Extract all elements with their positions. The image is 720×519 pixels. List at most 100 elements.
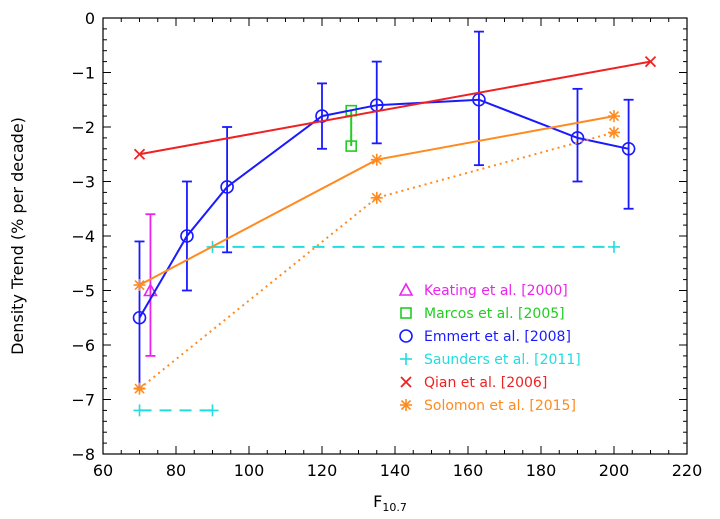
x-tick-label: 100 <box>234 461 265 480</box>
y-tick-label: −3 <box>71 173 95 192</box>
data-point <box>608 240 620 253</box>
asterisk-marker-d2 <box>608 111 620 122</box>
legend-marker <box>398 282 414 296</box>
data-point <box>133 279 146 292</box>
x-tick-label: 160 <box>453 461 484 480</box>
legend-label-name: Emmert et al. <box>424 329 524 345</box>
legend-label-ref: [2005] <box>518 306 565 322</box>
series-triangle-0 <box>143 213 158 357</box>
y-tick-label: −4 <box>71 227 95 246</box>
y-tick-label: −8 <box>71 445 95 464</box>
legend-label: Keating et al. [2000] <box>424 283 568 299</box>
circle-marker-shape <box>472 92 486 107</box>
series-square-1 <box>345 104 358 152</box>
legend-label-ref: [2011] <box>534 352 581 368</box>
legend-marker <box>400 399 412 411</box>
data-point <box>370 191 383 204</box>
y-tick-label: 0 <box>85 9 95 28</box>
legend-label: Emmert et al. [2008] <box>424 329 571 345</box>
asterisk-marker-d2 <box>371 192 382 203</box>
data-point <box>220 180 234 194</box>
data-point <box>133 404 146 417</box>
x-axis-title-subscript: 10.7 <box>382 501 407 514</box>
legend-marker <box>400 353 412 365</box>
series-line <box>138 98 629 319</box>
circle-marker-shape <box>220 180 234 194</box>
data-point <box>608 110 620 123</box>
asterisk-marker-d2 <box>608 127 620 138</box>
x-tick-label: 140 <box>380 461 411 480</box>
x-tick-label: 120 <box>307 461 338 480</box>
y-tick-label: −2 <box>71 118 95 137</box>
x-axis-title: F10.7 <box>373 492 407 514</box>
asterisk-marker-d2 <box>134 279 145 291</box>
data-point <box>621 142 636 156</box>
data-point <box>133 382 146 395</box>
x-tick-label: 200 <box>599 461 630 480</box>
legend-label-name: Saunders et al. <box>424 352 534 368</box>
data-point <box>644 55 657 68</box>
circle-marker-shape <box>180 229 194 243</box>
circle-marker-shape <box>621 142 636 156</box>
series-layer <box>132 30 657 417</box>
triangle-marker-shape <box>398 282 414 296</box>
asterisk-marker-d2 <box>371 154 382 165</box>
circle-marker-shape <box>132 310 147 325</box>
legend-label-ref: [2006] <box>501 375 548 391</box>
legend-label-name: Solomon et al. <box>424 398 529 414</box>
data-point <box>608 126 620 139</box>
series-x-4 <box>133 55 657 160</box>
legend-label: Solomon et al. [2015] <box>424 398 576 414</box>
triangle-marker-shape <box>143 282 158 297</box>
data-point <box>132 310 147 325</box>
series-asterisk-5 <box>133 110 620 292</box>
series-line <box>139 60 651 156</box>
legend-label: Qian et al. [2006] <box>424 375 547 391</box>
legend-label-name: Keating et al. <box>424 283 521 299</box>
legend-label: Marcos et al. [2005] <box>424 306 565 322</box>
data-point <box>370 153 383 166</box>
asterisk-marker-d2 <box>134 383 145 394</box>
series-line <box>138 131 615 390</box>
circle-marker-shape <box>570 131 585 145</box>
legend-marker <box>400 376 412 388</box>
data-point <box>133 148 146 160</box>
x-tick-label: 60 <box>93 461 113 480</box>
legend-label-name: Marcos et al. <box>424 306 518 322</box>
circle-marker-shape <box>399 329 413 343</box>
square-marker-shape <box>400 307 412 319</box>
legend-marker <box>400 307 412 319</box>
series-circle-2 <box>132 30 636 390</box>
series-asterisk-6 <box>133 126 620 395</box>
data-point <box>472 92 486 107</box>
plot-frame <box>102 17 688 455</box>
x-marker-b <box>644 55 657 68</box>
y-tick-label: −1 <box>71 64 95 83</box>
asterisk-marker-d2 <box>400 399 412 411</box>
y-axis-title: Density Trend (% per decade) <box>8 117 27 355</box>
legend-item: Qian et al. [2006] <box>400 375 547 391</box>
legend-label-ref: [2008] <box>524 329 571 345</box>
legend-label-ref: [2015] <box>529 398 576 414</box>
y-tick-label: −6 <box>71 336 95 355</box>
x-marker-b <box>400 376 412 388</box>
axis-ticks: 60 80 100 120 140 160 180 200 220 0 −1 −2 −3 −4 −5 −6 −7… <box>71 9 702 480</box>
square-marker-shape <box>345 140 358 152</box>
data-point <box>180 229 194 243</box>
x-axis-title-main: F <box>373 492 382 511</box>
x-tick-label: 180 <box>526 461 557 480</box>
data-point <box>206 404 219 417</box>
legend-item: Emmert et al. [2008] <box>399 329 571 345</box>
data-point <box>143 282 158 297</box>
legend-item: Marcos et al. [2005] <box>400 306 565 322</box>
x-marker-b <box>133 148 146 160</box>
legend-item: Solomon et al. [2015] <box>400 398 576 414</box>
legend: Keating et al. [2000]Marcos et al. [2005… <box>398 282 581 414</box>
legend-item: Keating et al. [2000] <box>398 282 568 299</box>
data-point <box>345 140 358 152</box>
legend-label-ref: [2000] <box>521 283 568 299</box>
x-tick-label: 80 <box>166 461 186 480</box>
legend-item: Saunders et al. [2011] <box>400 352 581 368</box>
x-tick-label: 220 <box>672 461 703 480</box>
